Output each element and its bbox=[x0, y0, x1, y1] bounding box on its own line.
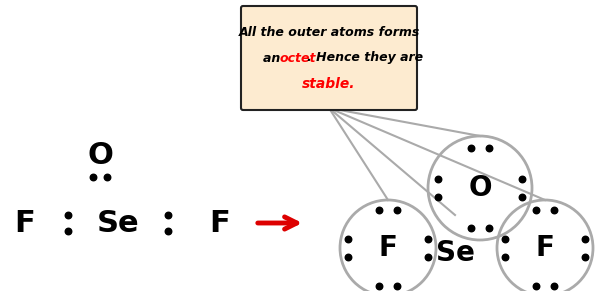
Text: All the outer atoms forms: All the outer atoms forms bbox=[238, 26, 419, 38]
Text: F: F bbox=[209, 208, 230, 237]
Point bbox=[63, 229, 73, 233]
Text: O: O bbox=[468, 174, 492, 202]
Point bbox=[549, 208, 559, 212]
Text: Se: Se bbox=[97, 208, 139, 237]
Text: F: F bbox=[536, 234, 554, 262]
Point bbox=[88, 175, 98, 179]
Point bbox=[423, 237, 433, 241]
Point bbox=[531, 284, 541, 288]
Text: O: O bbox=[87, 141, 113, 169]
Point bbox=[500, 255, 510, 259]
Point bbox=[163, 229, 173, 233]
Point bbox=[517, 195, 527, 199]
Point bbox=[531, 208, 541, 212]
Point bbox=[433, 195, 443, 199]
Point bbox=[423, 255, 433, 259]
Point bbox=[580, 255, 590, 259]
Point bbox=[163, 213, 173, 217]
Point bbox=[466, 226, 476, 230]
Text: . Hence they are: . Hence they are bbox=[307, 52, 423, 65]
Text: F: F bbox=[379, 234, 397, 262]
Text: stable.: stable. bbox=[302, 77, 356, 91]
Point bbox=[374, 208, 384, 212]
Point bbox=[517, 177, 527, 181]
Point bbox=[484, 146, 494, 150]
Point bbox=[374, 284, 384, 288]
Point bbox=[500, 237, 510, 241]
Point bbox=[63, 213, 73, 217]
Point bbox=[343, 255, 353, 259]
Point bbox=[102, 175, 112, 179]
Point bbox=[392, 284, 402, 288]
Point bbox=[392, 208, 402, 212]
Text: Se: Se bbox=[436, 239, 475, 267]
Point bbox=[484, 226, 494, 230]
FancyBboxPatch shape bbox=[241, 6, 417, 110]
Text: F: F bbox=[14, 208, 35, 237]
Point bbox=[433, 177, 443, 181]
Point bbox=[549, 284, 559, 288]
Point bbox=[466, 146, 476, 150]
Point bbox=[343, 237, 353, 241]
Text: an: an bbox=[263, 52, 284, 65]
Point bbox=[580, 237, 590, 241]
Text: octet: octet bbox=[280, 52, 316, 65]
